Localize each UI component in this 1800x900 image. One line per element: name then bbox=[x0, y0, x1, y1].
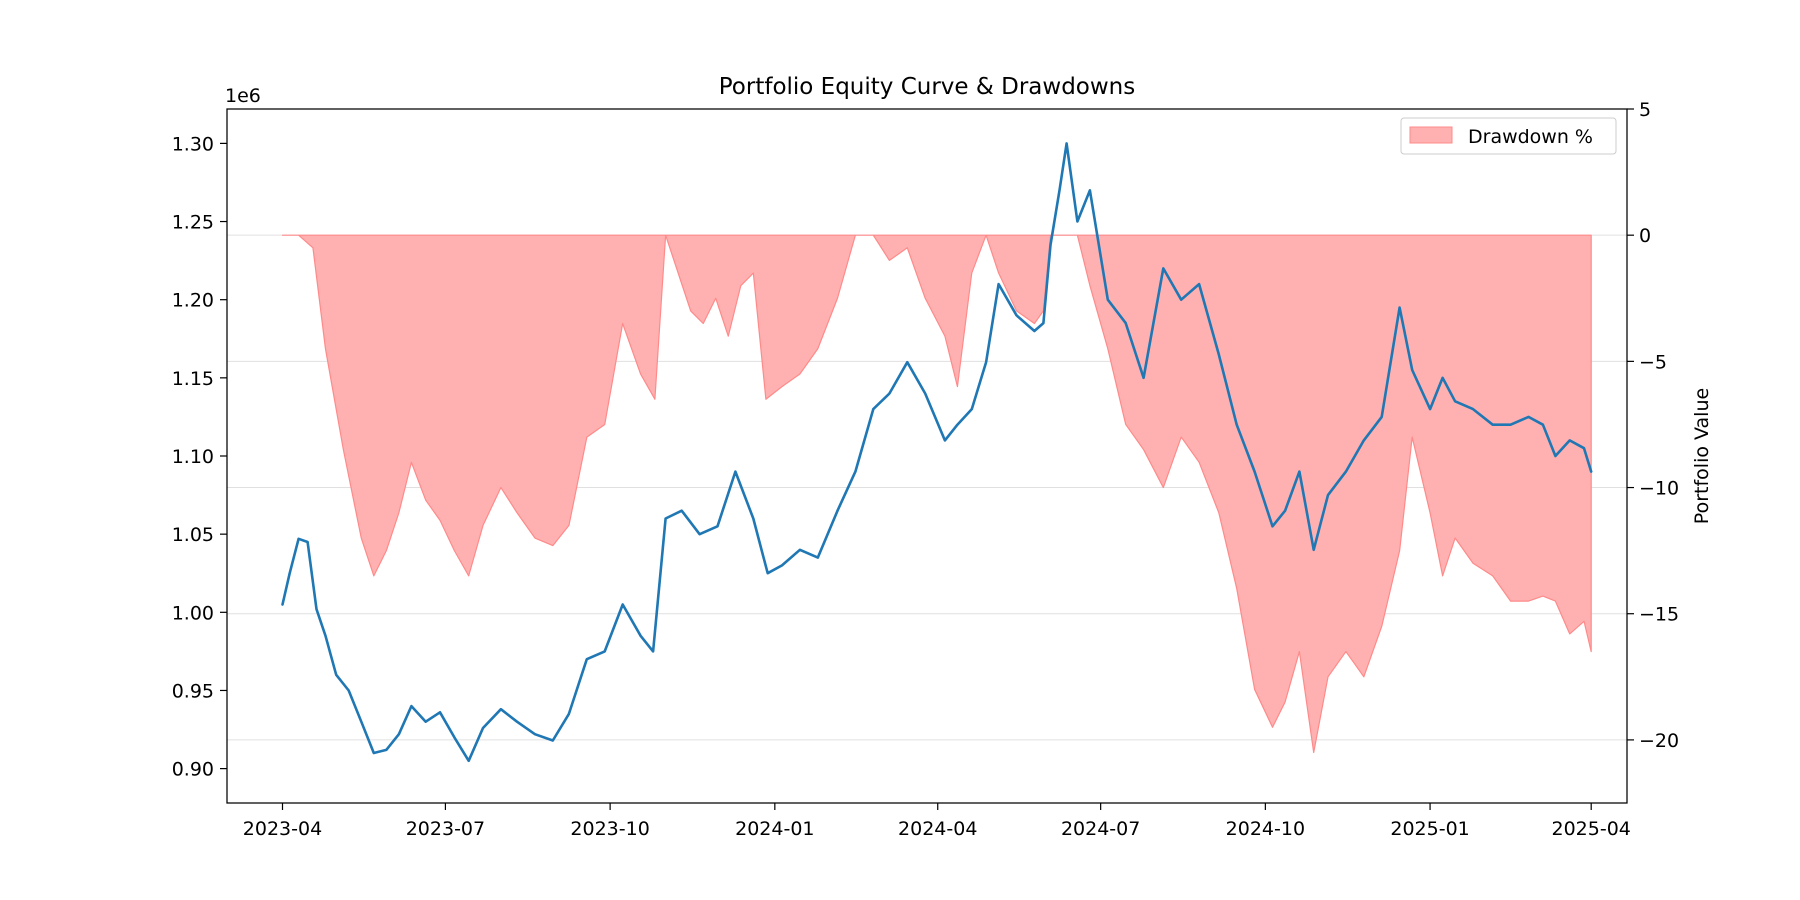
x-tick-label: 2023-10 bbox=[570, 818, 649, 840]
legend-label-drawdown: Drawdown % bbox=[1468, 126, 1593, 148]
equity-line bbox=[281, 142, 1593, 763]
left-tick-label: 1.20 bbox=[172, 290, 214, 312]
right-tick-label: −15 bbox=[1639, 604, 1679, 626]
x-tick-label: 2025-04 bbox=[1551, 818, 1630, 840]
drawdown-area bbox=[281, 234, 1592, 754]
x-tick-label: 2024-10 bbox=[1226, 818, 1305, 840]
legend: Drawdown % bbox=[1400, 117, 1617, 155]
right-axis-label: Portfolio Value bbox=[1691, 388, 1713, 524]
left-tick-label: 1.10 bbox=[172, 446, 214, 468]
left-tick-label: 0.90 bbox=[172, 759, 214, 781]
right-tick-label: −5 bbox=[1639, 351, 1667, 373]
x-tick-label: 2025-01 bbox=[1390, 818, 1469, 840]
left-tick-label: 1.25 bbox=[172, 212, 214, 234]
right-tick-label: 0 bbox=[1639, 225, 1651, 247]
x-tick-label: 2024-01 bbox=[735, 818, 814, 840]
left-tick-label: 0.95 bbox=[172, 680, 214, 702]
left-tick-label: 1.05 bbox=[172, 524, 214, 546]
left-tick-label: 1.15 bbox=[172, 368, 214, 390]
x-axis: 2023-04 2023-07 2023-10 2024-01 2024-04 2024-… bbox=[243, 803, 1631, 840]
left-tick-label: 1.30 bbox=[172, 133, 214, 155]
right-y-axis: −20 −15 −10 −5 0 5 bbox=[1627, 99, 1679, 752]
right-tick-label: −20 bbox=[1639, 730, 1679, 752]
left-tick-label: 1.00 bbox=[172, 602, 214, 624]
left-axis-offset-label: 1e6 bbox=[225, 85, 261, 107]
x-tick-label: 2024-04 bbox=[898, 818, 977, 840]
drawdown-area-layer bbox=[281, 234, 1592, 754]
equity-line-layer bbox=[281, 142, 1593, 763]
chart-title: Portfolio Equity Curve & Drawdowns bbox=[719, 74, 1136, 100]
right-tick-label: 5 bbox=[1639, 99, 1651, 121]
left-y-axis: 0.90 0.95 1.00 1.05 1.10 1.15 1.20 1.25 1.30 bbox=[172, 133, 227, 781]
x-tick-label: 2023-07 bbox=[406, 818, 485, 840]
legend-box bbox=[1400, 117, 1617, 155]
legend-swatch-drawdown bbox=[1409, 126, 1453, 144]
right-tick-label: −10 bbox=[1639, 478, 1679, 500]
x-tick-label: 2023-04 bbox=[243, 818, 322, 840]
x-tick-label: 2024-07 bbox=[1061, 818, 1140, 840]
